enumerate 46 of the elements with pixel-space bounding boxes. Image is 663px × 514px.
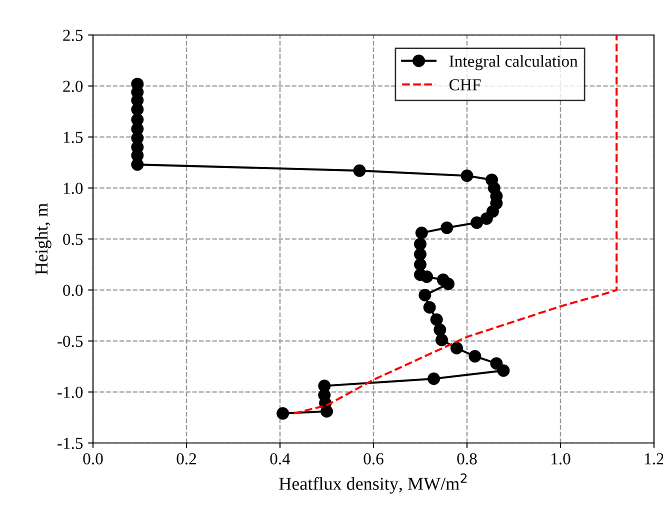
- point: [418, 288, 432, 302]
- point: [442, 278, 455, 290]
- point: [450, 342, 463, 354]
- point: [497, 364, 510, 377]
- x-tick-label: 0.0: [83, 453, 103, 465]
- y-tick-label: -1.5: [58, 438, 83, 450]
- y-tick-label: 1.0: [64, 182, 83, 194]
- point: [414, 238, 426, 250]
- y-tick-label: 2.5: [63, 30, 83, 42]
- point: [353, 164, 366, 177]
- y-tick-label: -1.0: [58, 386, 83, 398]
- legend-label: CHF: [449, 79, 481, 90]
- x-tick-label: 1.2: [645, 453, 663, 465]
- point: [428, 372, 440, 385]
- point: [131, 158, 144, 171]
- point: [440, 222, 454, 234]
- point: [414, 248, 426, 261]
- point: [490, 357, 503, 370]
- y-tick-label: 0.5: [63, 234, 83, 246]
- point: [420, 270, 434, 283]
- point: [460, 170, 474, 182]
- y-tick-label: -0.5: [58, 336, 83, 348]
- y-tick-label: 2.0: [63, 80, 83, 92]
- x-tick-label: 0.8: [457, 453, 477, 465]
- point: [423, 301, 436, 314]
- x-axis-title: Heatflux density, MW/m$^{2}$: [279, 473, 467, 494]
- point: [131, 103, 144, 116]
- x-tick-label: 1.0: [552, 453, 570, 465]
- line-series: [292, 35, 618, 414]
- point: [480, 212, 493, 225]
- point: [436, 334, 448, 346]
- point: [320, 405, 333, 418]
- y-axis-title: Height, m: [34, 203, 52, 275]
- point: [468, 350, 482, 363]
- point: [276, 407, 290, 420]
- point: [434, 324, 446, 336]
- x-tick-label: 0.4: [270, 453, 290, 465]
- point: [470, 216, 484, 229]
- x-tick-label: 0.2: [176, 453, 196, 465]
- y-tick-label: 0.0: [63, 284, 83, 296]
- x-tick-label: 0.6: [364, 453, 384, 465]
- point: [414, 258, 426, 271]
- legend-label: Integral calculation: [449, 55, 578, 70]
- y-tick-label: 1.5: [64, 132, 83, 144]
- point: [415, 226, 428, 240]
- point: [430, 313, 443, 326]
